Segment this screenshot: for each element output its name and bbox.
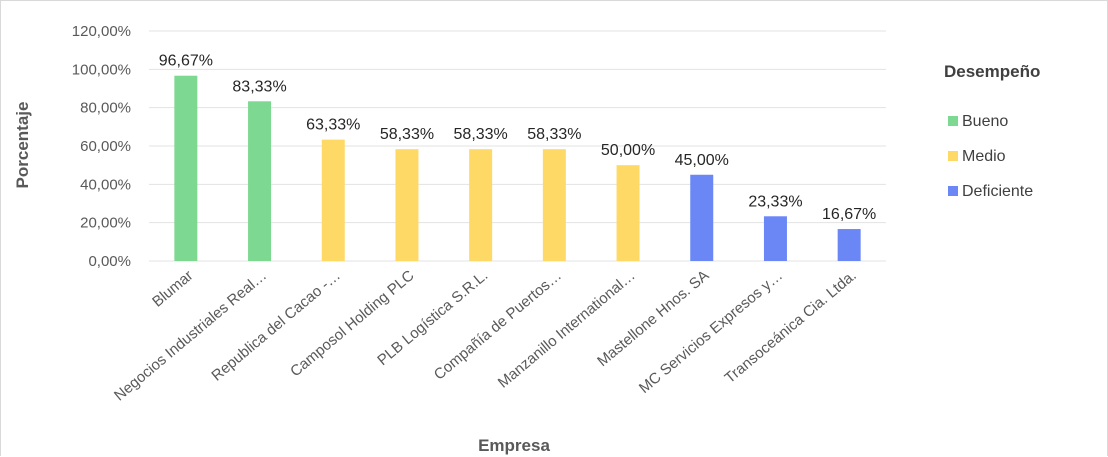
legend-swatch (948, 186, 958, 196)
data-label: 58,33% (527, 126, 581, 143)
data-label: 16,67% (822, 206, 876, 223)
legend-entry: Bueno (962, 113, 1008, 130)
data-label: 58,33% (454, 126, 508, 143)
bars (174, 75, 861, 261)
y-tick-label: 100,00% (72, 61, 131, 78)
data-labels: 96,67% 83,33% 63,33% 58,33% 58,33% 58,33% 50,0… (159, 53, 877, 223)
data-label: 83,33% (232, 78, 286, 95)
y-tick-label: 80,00% (80, 100, 131, 117)
data-label: 45,00% (675, 152, 729, 169)
x-category-label: Negocios Industriales Real… (111, 267, 270, 404)
bar (174, 75, 198, 261)
bar (469, 149, 493, 261)
bar (763, 216, 787, 261)
y-axis-title: Porcentaje (13, 102, 32, 189)
data-label: 23,33% (748, 193, 802, 210)
y-tick-label: 20,00% (80, 215, 131, 232)
data-label: 58,33% (380, 126, 434, 143)
bar (616, 165, 640, 261)
x-category-label: Blumar (149, 267, 196, 311)
legend-entry: Medio (962, 148, 1006, 165)
legend-swatch (948, 116, 958, 126)
y-tick-label: 120,00% (72, 23, 131, 40)
y-axis-ticks: 0,00% 20,00% 40,00% 60,00% 80,00% 100,00% 120,… (72, 23, 131, 270)
x-category-label: Republica del Cacao -… (208, 267, 343, 385)
y-tick-label: 40,00% (80, 176, 131, 193)
legend-swatch (948, 151, 958, 161)
x-category-label: Manzanillo International… (495, 267, 639, 392)
y-tick-label: 0,00% (88, 253, 131, 270)
data-label: 50,00% (601, 142, 655, 159)
bar (395, 149, 419, 261)
bar (321, 139, 345, 261)
y-tick-label: 60,00% (80, 138, 131, 155)
legend: Bueno Medio Deficiente (948, 113, 1033, 200)
bar (542, 149, 566, 261)
x-category-label: Camposol Holding PLC (287, 267, 417, 380)
bar (837, 229, 861, 261)
x-axis-title: Empresa (478, 436, 550, 455)
bar (248, 101, 272, 261)
legend-entry: Deficiente (962, 183, 1033, 200)
data-label: 63,33% (306, 117, 360, 134)
x-category-label: Compañía de Puertos… (431, 267, 565, 383)
bar (690, 174, 714, 261)
legend-title: Desempeño (944, 62, 1040, 81)
x-category-label: Transoceánica Cia. Ltda. (721, 267, 859, 387)
gridlines (149, 30, 886, 262)
data-label: 96,67% (159, 53, 213, 70)
x-category-label: MC Servicios Expresos y… (636, 267, 786, 397)
